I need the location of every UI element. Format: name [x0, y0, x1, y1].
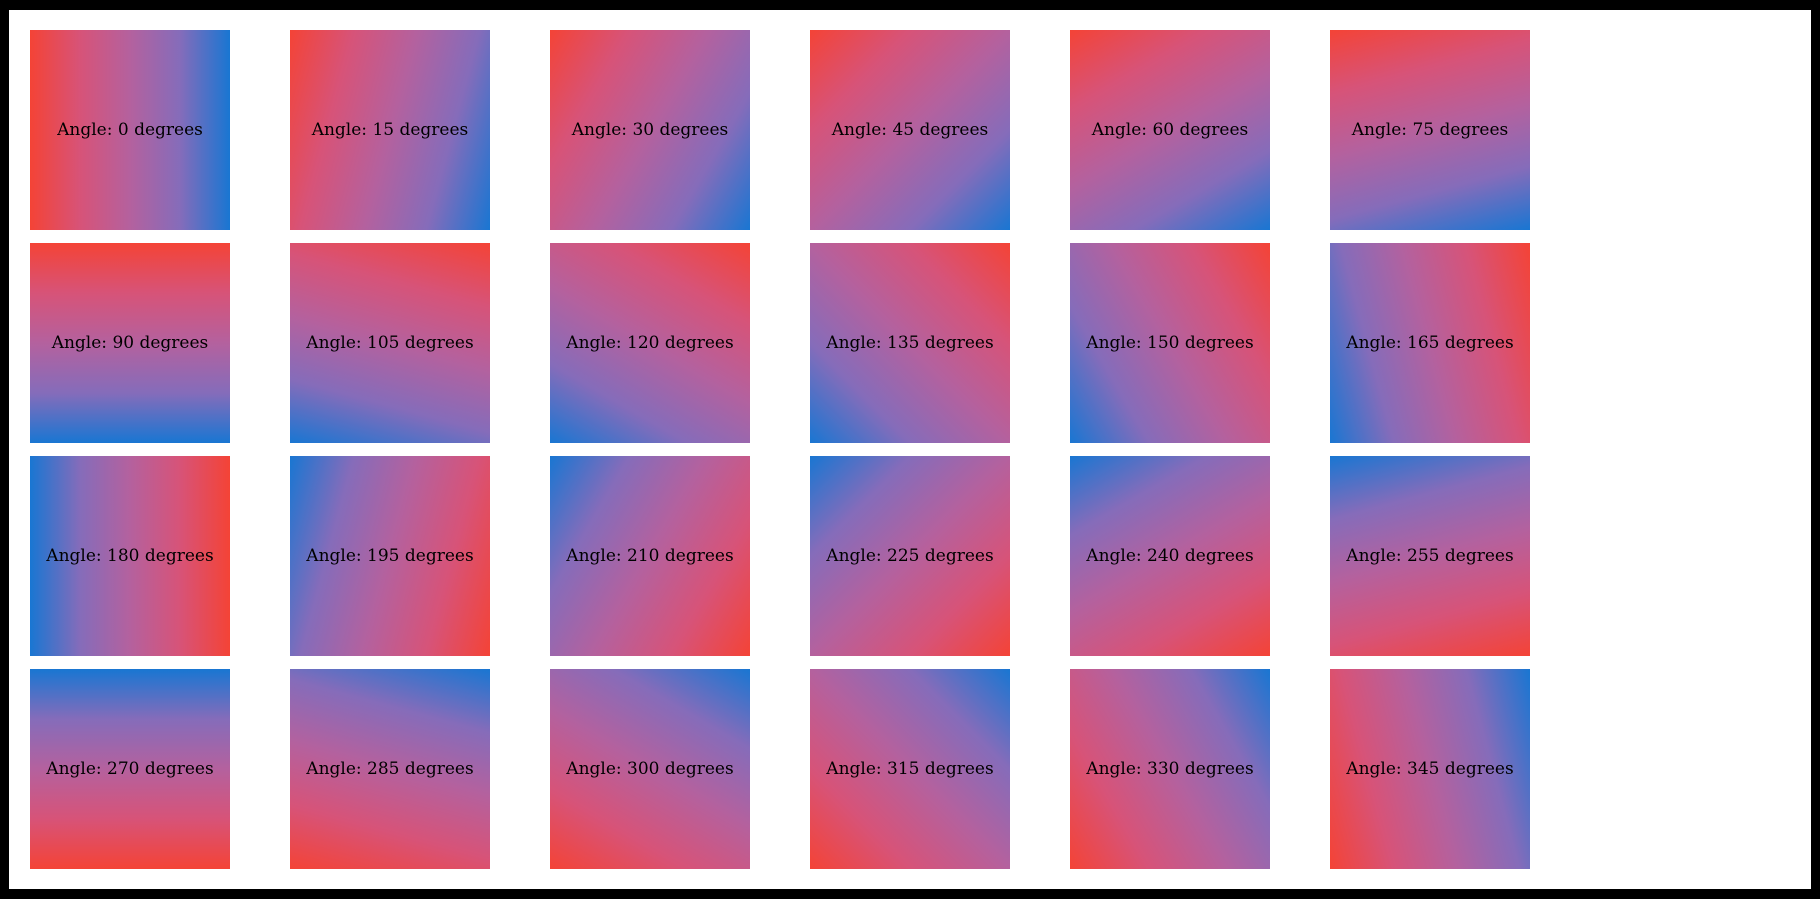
tile-label: Angle: 270 degrees — [46, 759, 214, 779]
tile-label: Angle: 75 degrees — [1351, 120, 1509, 140]
gradient-tile: Angle: 300 degrees — [550, 669, 750, 869]
gradient-tile: Angle: 15 degrees — [290, 30, 490, 230]
tile-label: Angle: 180 degrees — [46, 546, 214, 566]
gradient-tile: Angle: 270 degrees — [30, 669, 230, 869]
tile-label: Angle: 315 degrees — [826, 759, 994, 779]
gradient-tile: Angle: 105 degrees — [290, 243, 490, 443]
tile-label: Angle: 330 degrees — [1086, 759, 1254, 779]
gradient-tile: Angle: 225 degrees — [810, 456, 1010, 656]
tile-label: Angle: 240 degrees — [1086, 546, 1254, 566]
gradient-tile: Angle: 60 degrees — [1070, 30, 1270, 230]
tile-label: Angle: 345 degrees — [1346, 759, 1514, 779]
gradient-tile: Angle: 315 degrees — [810, 669, 1010, 869]
tile-label: Angle: 0 degrees — [57, 120, 203, 140]
tile-label: Angle: 285 degrees — [306, 759, 474, 779]
gradient-tile: Angle: 120 degrees — [550, 243, 750, 443]
tile-label: Angle: 150 degrees — [1086, 333, 1254, 353]
gradient-tile: Angle: 345 degrees — [1330, 669, 1530, 869]
gradient-tile: Angle: 285 degrees — [290, 669, 490, 869]
gradient-grid: Angle: 0 degrees Angle: 15 degrees Angle… — [30, 30, 1530, 869]
tile-label: Angle: 90 degrees — [51, 333, 209, 353]
gradient-tile: Angle: 180 degrees — [30, 456, 230, 656]
page-background: Angle: 0 degrees Angle: 15 degrees Angle… — [9, 10, 1811, 889]
tile-label: Angle: 255 degrees — [1346, 546, 1514, 566]
gradient-tile: Angle: 45 degrees — [810, 30, 1010, 230]
tile-label: Angle: 300 degrees — [566, 759, 734, 779]
tile-label: Angle: 30 degrees — [571, 120, 729, 140]
gradient-tile: Angle: 240 degrees — [1070, 456, 1270, 656]
tile-label: Angle: 135 degrees — [826, 333, 994, 353]
gradient-tile: Angle: 195 degrees — [290, 456, 490, 656]
gradient-tile: Angle: 165 degrees — [1330, 243, 1530, 443]
gradient-tile: Angle: 255 degrees — [1330, 456, 1530, 656]
gradient-tile: Angle: 210 degrees — [550, 456, 750, 656]
gradient-tile: Angle: 30 degrees — [550, 30, 750, 230]
gradient-tile: Angle: 150 degrees — [1070, 243, 1270, 443]
gradient-tile: Angle: 0 degrees — [30, 30, 230, 230]
tile-label: Angle: 15 degrees — [311, 120, 469, 140]
tile-label: Angle: 225 degrees — [826, 546, 994, 566]
tile-label: Angle: 60 degrees — [1091, 120, 1249, 140]
tile-label: Angle: 45 degrees — [831, 120, 989, 140]
tile-label: Angle: 105 degrees — [306, 333, 474, 353]
gradient-tile: Angle: 135 degrees — [810, 243, 1010, 443]
tile-label: Angle: 195 degrees — [306, 546, 474, 566]
tile-label: Angle: 165 degrees — [1346, 333, 1514, 353]
tile-label: Angle: 210 degrees — [566, 546, 734, 566]
gradient-tile: Angle: 75 degrees — [1330, 30, 1530, 230]
gradient-tile: Angle: 90 degrees — [30, 243, 230, 443]
gradient-tile: Angle: 330 degrees — [1070, 669, 1270, 869]
tile-label: Angle: 120 degrees — [566, 333, 734, 353]
